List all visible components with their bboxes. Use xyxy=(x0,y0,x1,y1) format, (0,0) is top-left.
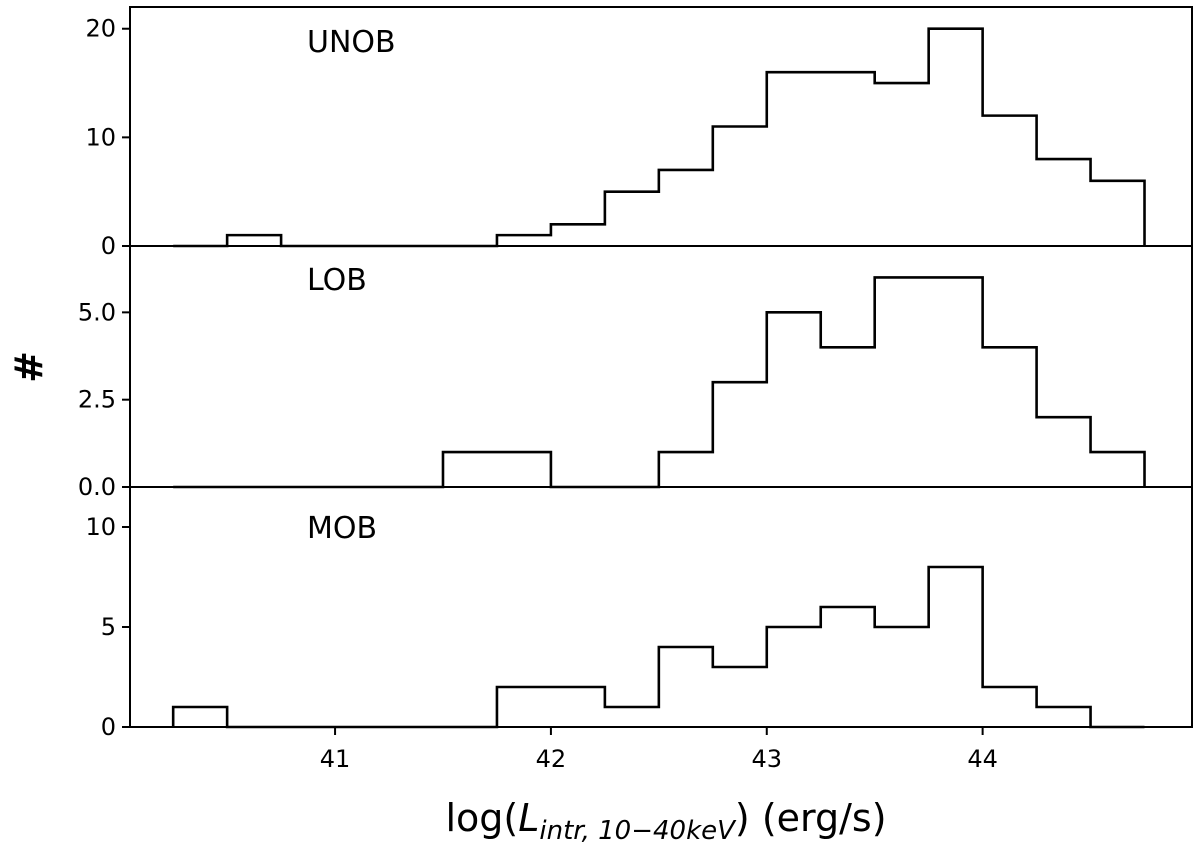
y-axis-label: # xyxy=(7,351,51,383)
histogram-panels: 0 10 20 UNOB 0.0 2.5 5.0 LOB 0 5 10 MOB 41 42 43 44 xyxy=(78,6,1193,773)
panel-lob: 0.0 2.5 5.0 LOB xyxy=(78,245,1193,501)
histogram-step-unob xyxy=(173,27,1146,248)
histogram-step-lob xyxy=(173,276,1146,489)
histogram-step-mob xyxy=(171,565,1145,729)
x-tick-label: 41 xyxy=(320,745,351,773)
y-tick-label: 2.5 xyxy=(78,386,116,414)
x-tick-label: 44 xyxy=(967,745,998,773)
y-tick-label: 0 xyxy=(101,713,116,741)
y-tick-label: 20 xyxy=(85,15,116,43)
panel-label-mob: MOB xyxy=(307,511,377,546)
y-tick-label: 0 xyxy=(101,232,116,260)
y-tick-label: 10 xyxy=(85,123,116,151)
axes-frame xyxy=(129,6,1193,247)
y-tick-label: 5 xyxy=(101,613,116,641)
x-axis-label: log(Lintr, 10−40keV) (erg/s) xyxy=(445,796,886,845)
panel-label-lob: LOB xyxy=(307,263,367,298)
x-tick-label: 43 xyxy=(751,745,782,773)
x-ticks: 41 42 43 44 xyxy=(320,727,998,773)
panel-mob: 0 5 10 MOB xyxy=(85,486,1193,741)
y-tick-label: 5.0 xyxy=(78,298,116,326)
x-tick-label: 42 xyxy=(536,745,567,773)
panel-unob: 0 10 20 UNOB xyxy=(85,6,1193,260)
y-tick-label: 10 xyxy=(85,513,116,541)
panel-label-unob: UNOB xyxy=(307,25,396,60)
axes-frame xyxy=(129,486,1193,728)
y-tick-label: 0.0 xyxy=(78,473,116,501)
